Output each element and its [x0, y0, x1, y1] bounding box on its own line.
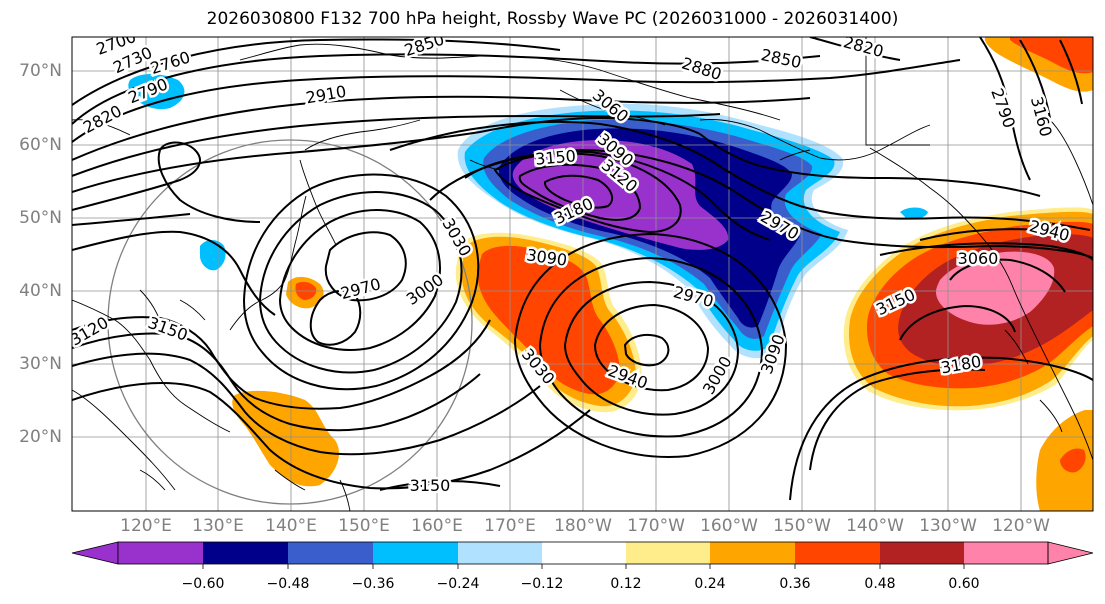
colorbar-tick-label: 0.60: [948, 576, 980, 592]
colorbar-segment: [964, 542, 1048, 564]
positive-anomaly-southwest-orange: [232, 390, 340, 487]
lon-label-120w: 120°W: [992, 516, 1050, 536]
lon-label-140w: 140°W: [846, 516, 904, 536]
colorbar-tick-label: −0.60: [181, 576, 225, 592]
colorbar-segment: [118, 542, 203, 564]
colorbar-tick-label: −0.12: [520, 576, 564, 592]
lon-label-150w: 150°W: [773, 516, 831, 536]
colorbar-tick-label: 0.24: [694, 576, 726, 592]
positive-anomaly-arctic-red: [1010, 37, 1093, 74]
colorbar-tick-label: −0.36: [351, 576, 395, 592]
lon-label-170w: 170°W: [627, 516, 685, 536]
map-frame: [71, 36, 1094, 512]
lon-label-150e: 150°E: [338, 516, 390, 536]
contour-label: 3060: [958, 249, 999, 268]
colorbar-segment: [542, 542, 626, 564]
lat-label-50n: 50°N: [19, 208, 62, 228]
negative-anomaly-purple: [512, 140, 729, 250]
map-title: 2026030800 F132 700 hPa height, Rossby W…: [206, 9, 899, 29]
colorbar-segment: [795, 542, 880, 564]
colorbar-tick-label: 0.12: [610, 576, 642, 592]
lon-label-130e: 130°E: [192, 516, 244, 536]
lat-label-60n: 60°N: [19, 135, 62, 155]
colorbar-segment: [288, 542, 373, 564]
colorbar-extend-high: [1047, 541, 1094, 565]
lat-label-30n: 30°N: [19, 354, 62, 374]
contour-label: 3150: [410, 476, 451, 495]
lat-label-40n: 40°N: [19, 281, 62, 301]
lon-label-140e: 140°E: [265, 516, 317, 536]
colorbar-segment: [626, 542, 710, 564]
reference-ring: [107, 139, 473, 505]
lat-label-70n: 70°N: [19, 61, 62, 81]
colorbar-extend-low: [71, 541, 119, 565]
colorbar-tick-label: −0.48: [266, 576, 310, 592]
lon-label-170e: 170°E: [484, 516, 536, 536]
height-contours: [72, 37, 1093, 501]
positive-anomaly-central-red: [477, 245, 620, 395]
colorbar-tick-label: 0.36: [779, 576, 811, 592]
colorbar-segment: [373, 542, 458, 564]
positive-anomaly-southeast-red: [1060, 448, 1086, 473]
lon-label-160e: 160°E: [411, 516, 463, 536]
lon-label-180w: 180°W: [554, 516, 612, 536]
colorbar-frame: [117, 541, 1049, 565]
negative-anomaly-small-alaska: [900, 207, 928, 219]
colorbar-segment: [710, 542, 795, 564]
colorbar-tick-label: 0.48: [864, 576, 896, 592]
lon-label-120e: 120°E: [120, 516, 172, 536]
lon-label-160w: 160°W: [700, 516, 758, 536]
colorbar-tick-label: −0.24: [436, 576, 480, 592]
negative-anomaly-small-north: [128, 74, 185, 110]
colorbar-segment: [458, 542, 542, 564]
colorbar-segment: [203, 542, 288, 564]
contour-label: 3150: [534, 146, 576, 168]
lon-label-130w: 130°W: [919, 516, 977, 536]
colorbar-segment: [880, 542, 964, 564]
negative-anomaly-small-sea: [200, 240, 226, 271]
colorbar: [71, 541, 1094, 569]
lat-label-20n: 20°N: [19, 427, 62, 447]
